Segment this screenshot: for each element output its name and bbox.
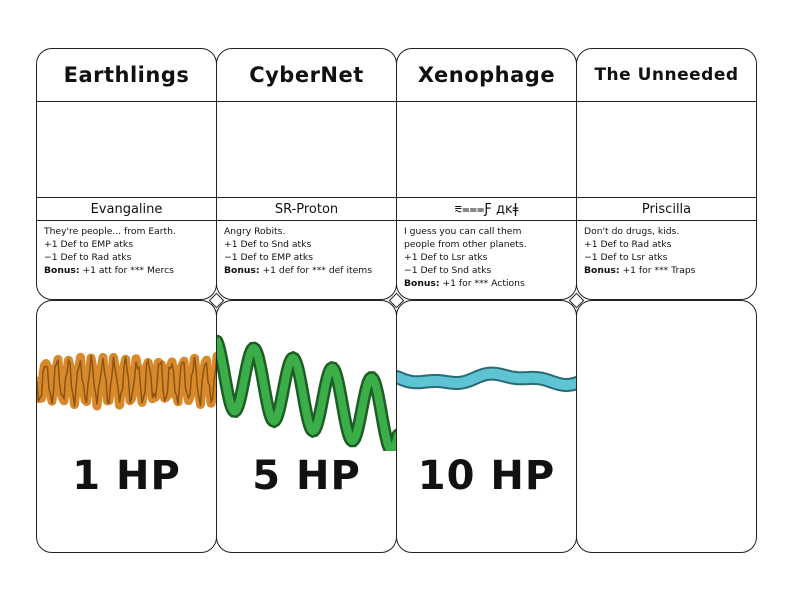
bonus-line: Bonus: +1 for *** Traps <box>584 264 752 277</box>
desc-line: +1 Def to EMP atks <box>44 239 134 250</box>
desc-line: Don't do drugs, kids. <box>584 226 680 237</box>
desc-line: −1 Def to Snd atks <box>404 265 492 276</box>
green-wave-icon <box>217 334 396 451</box>
race-title: Earthlings <box>37 49 216 102</box>
desc-line: +1 Def to Lsr atks <box>404 252 488 263</box>
hp-value: 10 HP <box>417 453 556 499</box>
race-leader-name: Priscilla <box>577 197 756 221</box>
hp-card-10[interactable]: 10 HP <box>396 300 577 553</box>
bonus-label: Bonus: <box>44 265 80 276</box>
cyan-wave-icon <box>397 366 576 392</box>
race-description: Angry Robits. +1 Def to Snd atks −1 Def … <box>224 225 392 277</box>
race-card-the-unneeded[interactable]: The Unneeded Priscilla Don't do drugs, k… <box>576 48 757 300</box>
race-leader-name: Evangaline <box>37 197 216 221</box>
race-title: The Unneeded <box>577 49 756 102</box>
desc-line: +1 Def to Rad atks <box>584 239 672 250</box>
desc-line: +1 Def to Snd atks <box>224 239 312 250</box>
race-title: Xenophage <box>397 49 576 102</box>
race-leader-name: SR-Proton <box>217 197 396 221</box>
race-description: They're people... from Earth. +1 Def to … <box>44 225 212 277</box>
bonus-line: Bonus: +1 att for *** Mercs <box>44 264 212 277</box>
bonus-label: Bonus: <box>584 265 620 276</box>
bonus-label: Bonus: <box>224 265 260 276</box>
desc-line: −1 Def to Lsr atks <box>584 252 668 263</box>
race-art-area <box>577 101 756 197</box>
bonus-line: Bonus: +1 for *** Actions <box>404 277 572 290</box>
desc-line: Angry Robits. <box>224 226 286 237</box>
race-leader-name: ⩳⩶Ƒ дĸǂ <box>397 197 576 221</box>
desc-line: −1 Def to EMP atks <box>224 252 314 263</box>
bonus-line: Bonus: +1 def for *** def items <box>224 264 392 277</box>
race-card-cybernet[interactable]: CyberNet SR-Proton Angry Robits. +1 Def … <box>216 48 397 300</box>
hp-card-1[interactable]: 1 HP <box>36 300 217 553</box>
desc-line: people from other planets. <box>404 239 527 250</box>
race-art-area <box>217 101 396 197</box>
race-art-area <box>37 101 216 197</box>
bonus-text: +1 for *** Traps <box>619 265 696 276</box>
hp-value: 1 HP <box>72 453 181 499</box>
desc-line: I guess you can call them <box>404 226 522 237</box>
race-title: CyberNet <box>217 49 396 102</box>
race-description: Don't do drugs, kids. +1 Def to Rad atks… <box>584 225 752 277</box>
hp-card-5[interactable]: 5 HP <box>216 300 397 553</box>
bonus-text: +1 def for *** def items <box>259 265 373 276</box>
race-description: I guess you can call them people from ot… <box>404 225 572 290</box>
bonus-text: +1 att for *** Mercs <box>79 265 174 276</box>
race-card-earthlings[interactable]: Earthlings Evangaline They're people... … <box>36 48 217 300</box>
bonus-text: +1 for *** Actions <box>439 278 525 289</box>
race-card-xenophage[interactable]: Xenophage ⩳⩶Ƒ дĸǂ I guess you can call t… <box>396 48 577 300</box>
hp-value: 5 HP <box>252 453 361 499</box>
bonus-label: Bonus: <box>404 278 440 289</box>
desc-line: −1 Def to Rad atks <box>44 252 132 263</box>
orange-wave-icon <box>37 351 216 411</box>
race-art-area <box>397 101 576 197</box>
desc-line: They're people... from Earth. <box>44 226 176 237</box>
hp-card-blank[interactable] <box>576 300 757 553</box>
